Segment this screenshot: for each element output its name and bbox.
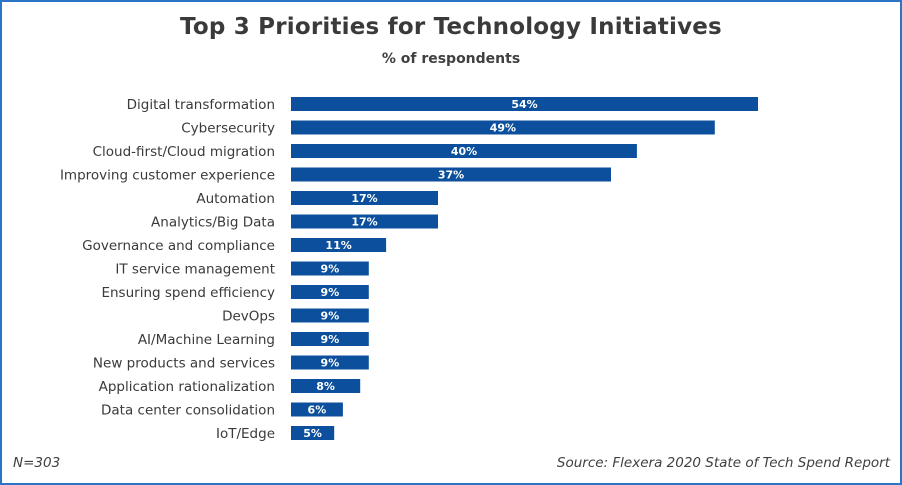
chart-subtitle: % of respondents xyxy=(381,51,521,67)
value-label: 6% xyxy=(308,404,327,417)
category-label: Analytics/Big Data xyxy=(151,215,275,231)
value-label: 17% xyxy=(351,192,377,205)
bar-8 xyxy=(291,261,369,276)
category-label: Automation xyxy=(196,191,275,207)
chart-title: Top 3 Priorities for Technology Initiati… xyxy=(180,14,722,40)
category-label: Cloud-first/Cloud migration xyxy=(93,144,275,160)
bar-6 xyxy=(291,214,438,229)
category-label: Ensuring spend efficiency xyxy=(101,285,275,301)
source-note: Source: Flexera 2020 State of Tech Spend… xyxy=(556,455,890,471)
value-label: 17% xyxy=(351,216,377,229)
bar-3 xyxy=(291,144,637,158)
bar-15 xyxy=(291,426,335,440)
bar-14 xyxy=(291,402,343,417)
bar-5 xyxy=(291,191,438,205)
value-label: 9% xyxy=(321,357,340,370)
bar-10 xyxy=(291,308,369,323)
value-label: 9% xyxy=(321,333,340,346)
category-label: Improving customer experience xyxy=(60,168,275,184)
value-label: 11% xyxy=(325,239,351,252)
category-label: IoT/Edge xyxy=(216,426,275,442)
category-label: Application rationalization xyxy=(99,379,275,395)
bar-1 xyxy=(291,97,758,111)
category-label: Data center consolidation xyxy=(101,403,275,419)
value-label: 9% xyxy=(321,310,340,323)
value-label: 8% xyxy=(316,380,335,393)
category-label: IT service management xyxy=(115,262,275,278)
category-label: Cybersecurity xyxy=(181,121,275,137)
bar-4 xyxy=(291,167,611,182)
value-label: 40% xyxy=(451,145,477,158)
category-label: AI/Machine Learning xyxy=(138,332,275,348)
bars-group: Digital transformation 54% Cybersecurity 49… xyxy=(60,97,758,442)
bar-2 xyxy=(291,120,715,135)
value-label: 54% xyxy=(511,98,537,111)
value-label: 49% xyxy=(490,122,516,135)
value-label: 37% xyxy=(438,169,464,182)
sample-size-note: N=303 xyxy=(13,455,61,471)
category-label: DevOps xyxy=(222,309,275,325)
category-label: Governance and compliance xyxy=(82,238,275,254)
bar-9 xyxy=(291,285,369,299)
category-label: Digital transformation xyxy=(127,97,275,113)
value-label: 5% xyxy=(303,427,322,440)
bar-7 xyxy=(291,238,387,252)
bar-13 xyxy=(291,379,361,393)
bar-11 xyxy=(291,332,369,346)
value-label: 9% xyxy=(321,286,340,299)
value-label: 9% xyxy=(321,263,340,276)
bar-12 xyxy=(291,355,369,370)
category-label: New products and services xyxy=(93,356,275,372)
